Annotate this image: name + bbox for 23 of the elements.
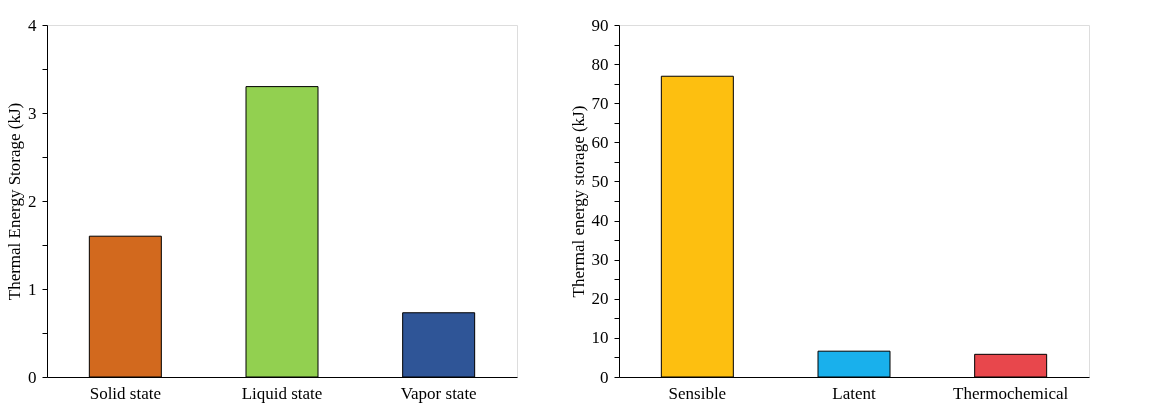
y-tick-label: 40 [591,211,609,231]
y-axis-title: Thermal Energy Storage (kJ) [5,102,24,301]
y-tick-label: 1 [28,279,37,299]
y-tick-label: 50 [591,171,609,191]
x-tick-label: Thermochemical [953,383,1069,403]
y-tick-label: 0 [28,367,37,387]
x-tick-label: Latent [832,383,876,403]
y-tick-label: 30 [591,250,609,270]
y-tick-label: 10 [591,328,609,348]
y-axis-title: Thermal energy storage (kJ) [568,105,588,298]
x-tick-label: Liquid state [241,383,323,403]
y-tick-label: 90 [591,15,609,35]
x-tick-label: Solid state [89,383,161,403]
y-tick-label: 80 [591,54,609,74]
x-tick-label: Vapor state [400,383,477,403]
y-tick-label: 60 [591,132,609,152]
y-tick-label: 2 [28,191,37,211]
x-tick-label: Sensible [668,383,727,403]
y-tick-label: 70 [591,93,609,113]
y-tick-label: 4 [28,15,37,35]
y-tick-label: 20 [591,289,609,309]
y-tick-label: 3 [28,103,37,123]
y-tick-label: 0 [600,367,609,387]
